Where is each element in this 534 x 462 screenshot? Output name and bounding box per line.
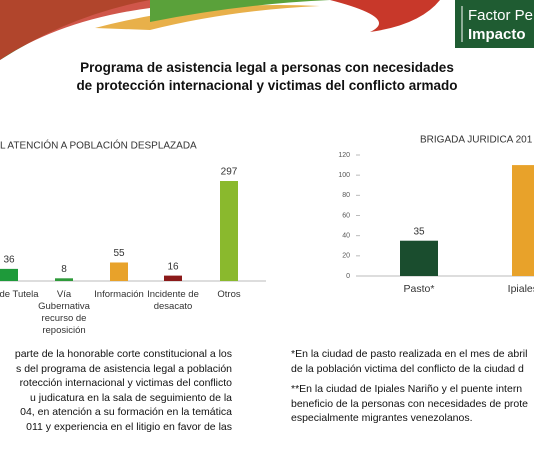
data-label: 297 — [221, 167, 238, 178]
data-label: 55 — [113, 248, 125, 259]
x-tick-label: Incidente de desacato — [147, 289, 199, 312]
brand-text: Factor Pe — [468, 7, 533, 24]
header-decoration — [330, 0, 440, 32]
brand-panel — [455, 0, 534, 48]
bar — [400, 240, 438, 276]
x-tick-label: ción de Tutela — [0, 289, 39, 300]
y-tick-label: 120 — [338, 152, 350, 159]
note-line: s del programa de asistencia legal a pob… — [16, 362, 232, 375]
note-line: especialmente migrantes venezolanos. — [291, 412, 473, 424]
chart-title: L ATENCIÓN A POBLACIÓN DESPLAZADA — [0, 139, 197, 152]
y-tick-label: 80 — [342, 192, 350, 199]
y-tick-label: 20 — [342, 253, 350, 260]
bar — [512, 165, 534, 276]
note-line: **En la ciudad de Ipiales Nariño y el pu… — [291, 383, 523, 395]
data-label: 16 — [167, 261, 179, 272]
bar — [220, 181, 238, 281]
note-line: 04, en atención a su formación en la tem… — [20, 406, 232, 418]
note-line: beneficio de la personas con necesidades… — [291, 397, 528, 410]
note-line: rotección internacional y victimas del c… — [19, 377, 232, 389]
x-tick-label: Ipiales - P — [507, 283, 534, 295]
data-label: 35 — [413, 226, 425, 237]
bar — [164, 275, 182, 281]
header-decoration — [150, 0, 330, 22]
bar — [55, 278, 73, 281]
title-line: Programa de asistencia legal a personas … — [80, 60, 454, 75]
y-tick-label: 0 — [346, 273, 350, 280]
x-tick-label: Información — [94, 289, 144, 300]
y-tick-label: 60 — [342, 212, 350, 219]
header-decoration — [95, 4, 320, 30]
title-line: de protección internacional y victimas d… — [76, 78, 458, 93]
header-decoration — [0, 0, 180, 60]
chart-title: BRIGADA JURIDICA 201 — [420, 135, 533, 146]
note-line: u judicatura en la sala de seguimiento d… — [30, 391, 232, 404]
data-label: 36 — [3, 255, 15, 266]
note-line: 011 y experiencia en el litigio en favor… — [26, 420, 232, 433]
bar — [110, 262, 128, 281]
y-tick-label: 40 — [342, 233, 350, 240]
note-line: de la población victima del conflicto de… — [291, 362, 524, 375]
x-tick-label: Otros — [217, 289, 241, 300]
y-tick-label: 100 — [338, 172, 350, 179]
brand-text: Impacto — [468, 26, 526, 43]
x-tick-label: Pasto* — [403, 283, 435, 295]
data-label: 8 — [61, 264, 67, 275]
x-tick-label: Vía Gubernativa recurso de reposición — [38, 289, 90, 336]
bar — [0, 268, 18, 281]
note-line: *En la ciudad de pasto realizada en el m… — [291, 348, 528, 360]
note-line: parte de la honorable corte constitucion… — [14, 348, 232, 360]
